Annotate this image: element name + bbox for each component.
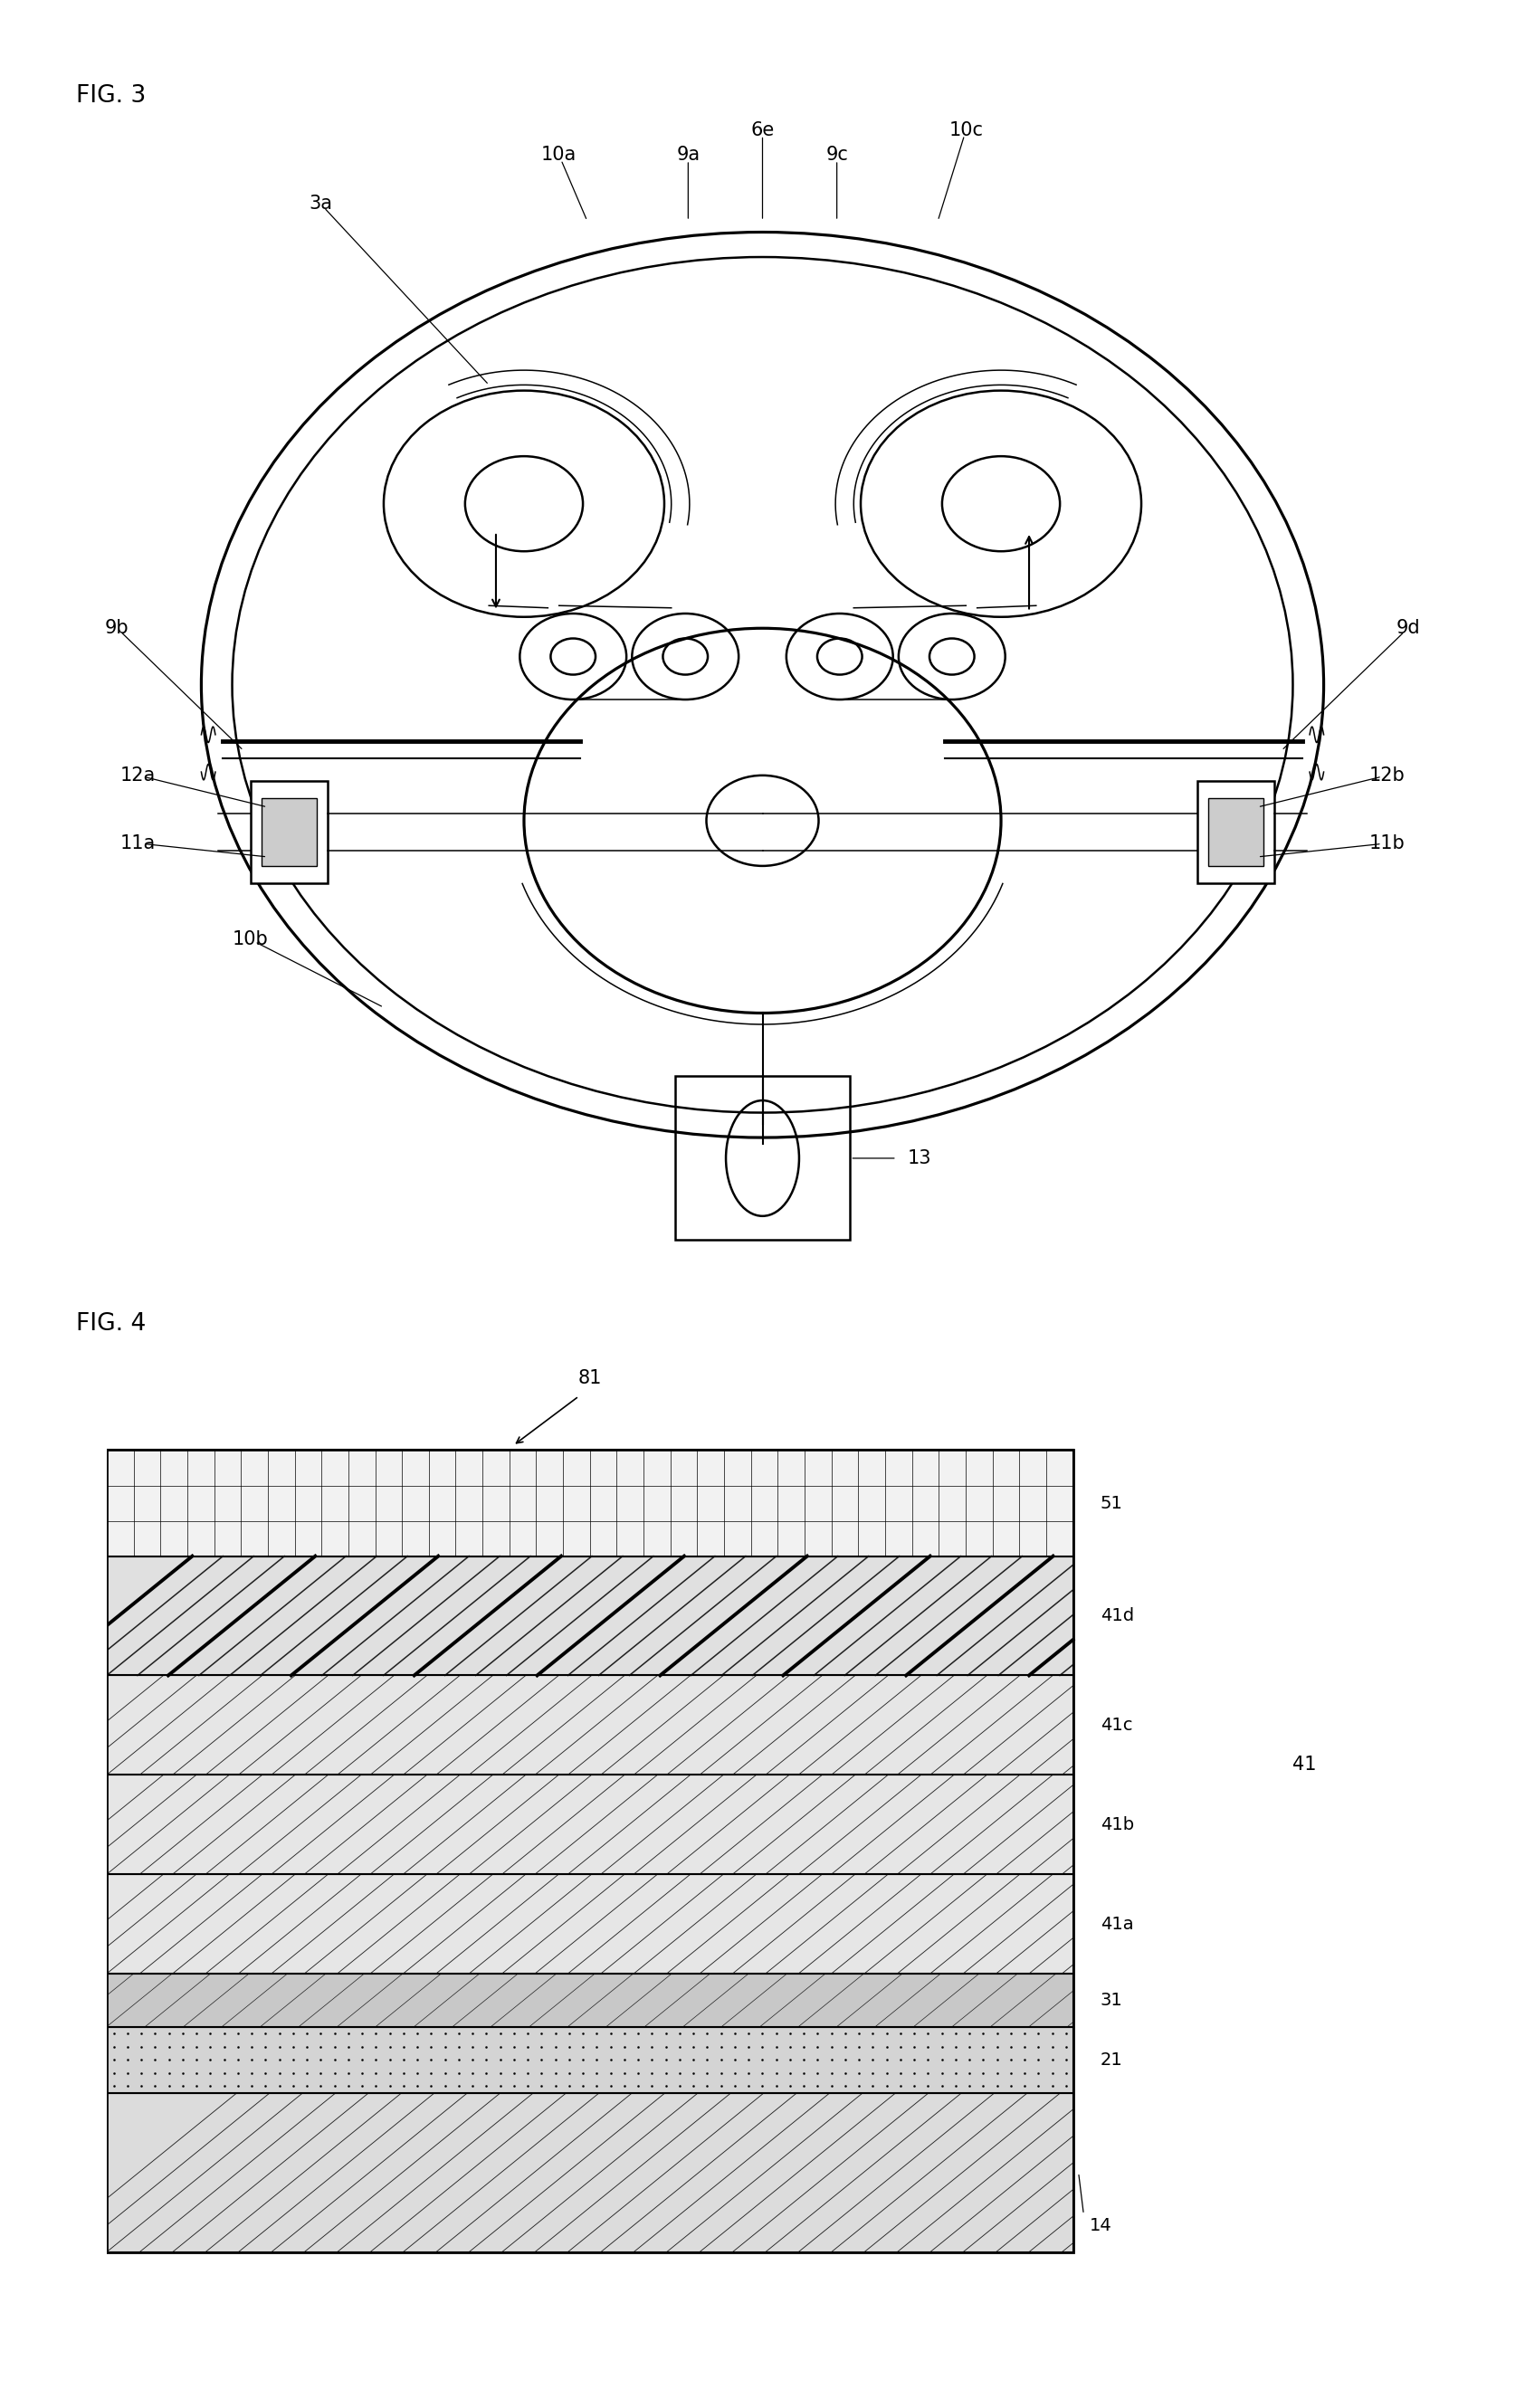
Text: 41d: 41d — [1101, 1606, 1135, 1625]
FancyBboxPatch shape — [107, 1873, 1074, 1975]
Text: 51: 51 — [1101, 1495, 1122, 1512]
FancyBboxPatch shape — [107, 1556, 1074, 1676]
Text: 9b: 9b — [105, 619, 130, 638]
Text: 9c: 9c — [825, 147, 848, 164]
Text: 12a: 12a — [120, 766, 156, 785]
Text: 6e: 6e — [750, 120, 775, 140]
Text: 13: 13 — [907, 1149, 932, 1168]
Text: 14: 14 — [1089, 2218, 1112, 2235]
Text: 31: 31 — [1101, 1991, 1122, 2008]
FancyBboxPatch shape — [107, 1676, 1074, 1775]
FancyBboxPatch shape — [262, 797, 316, 867]
Text: 3a: 3a — [308, 195, 332, 212]
FancyBboxPatch shape — [1197, 780, 1275, 884]
Text: 10c: 10c — [949, 120, 984, 140]
Text: 81: 81 — [578, 1370, 602, 1387]
Text: 41: 41 — [1293, 1755, 1316, 1775]
FancyBboxPatch shape — [107, 1775, 1074, 1873]
Text: 10a: 10a — [541, 147, 576, 164]
Text: FIG. 4: FIG. 4 — [76, 1312, 146, 1336]
Text: 10b: 10b — [232, 929, 268, 949]
FancyBboxPatch shape — [107, 1450, 1074, 1556]
Text: 41a: 41a — [1101, 1914, 1133, 1934]
Text: 9a: 9a — [676, 147, 700, 164]
FancyBboxPatch shape — [107, 2093, 1074, 2251]
Text: FIG. 3: FIG. 3 — [76, 84, 146, 108]
FancyBboxPatch shape — [674, 1076, 851, 1240]
Text: 11a: 11a — [120, 833, 156, 852]
Text: 21: 21 — [1101, 2052, 1122, 2068]
Text: 12b: 12b — [1369, 766, 1405, 785]
FancyBboxPatch shape — [107, 2028, 1074, 2093]
FancyBboxPatch shape — [250, 780, 328, 884]
FancyBboxPatch shape — [1209, 797, 1263, 867]
Text: 11b: 11b — [1369, 833, 1405, 852]
Text: 9d: 9d — [1395, 619, 1420, 638]
Text: 41c: 41c — [1101, 1717, 1133, 1734]
FancyBboxPatch shape — [107, 1975, 1074, 2028]
Text: 41b: 41b — [1101, 1816, 1135, 1832]
